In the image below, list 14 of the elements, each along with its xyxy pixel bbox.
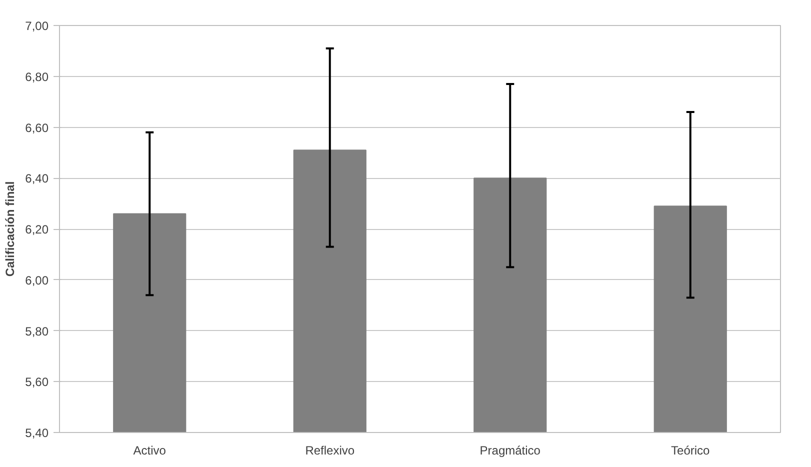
y-tick-label: 7,00: [25, 19, 49, 33]
y-tick-label: 6,60: [25, 120, 49, 135]
y-tick-label: 6,20: [25, 222, 49, 236]
y-axis-title: Calificación final: [3, 181, 18, 277]
x-tick-label: Activo: [133, 444, 166, 458]
y-tick-label: 6,00: [25, 273, 49, 288]
y-tick-label: 6,80: [25, 70, 49, 84]
y-tick-label: 6,40: [25, 172, 49, 186]
y-tick-label: 5,40: [25, 426, 49, 440]
y-tick-label: 5,60: [25, 375, 49, 390]
x-tick-label: Pragmático: [480, 444, 541, 458]
x-tick-label: Reflexivo: [305, 444, 355, 458]
x-tick-label: Teórico: [671, 444, 710, 458]
y-tick-label: 5,80: [25, 324, 49, 338]
